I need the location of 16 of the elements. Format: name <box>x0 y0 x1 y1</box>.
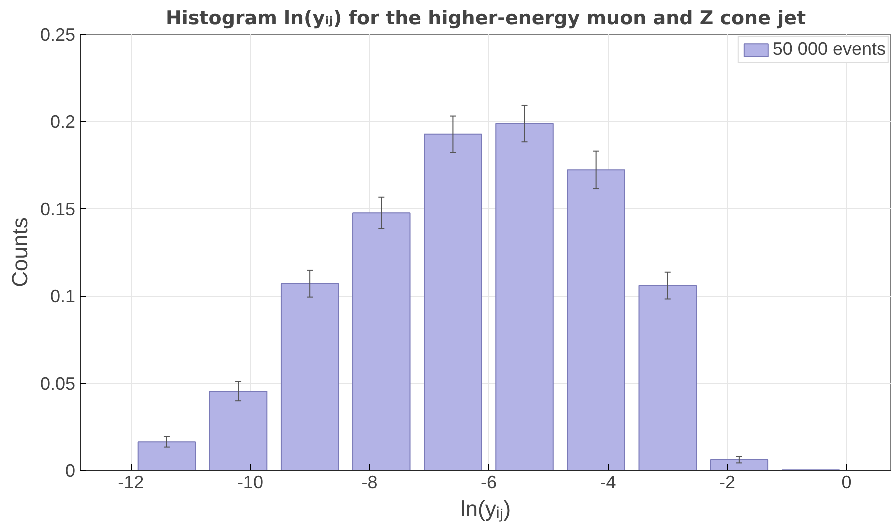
x-tick-label: -4 <box>600 472 616 492</box>
x-axis-title: ln(yᵢⱼ) <box>460 496 512 522</box>
y-axis-title: Counts <box>7 218 32 288</box>
y-tick-label: 0.15 <box>40 199 76 220</box>
x-tick-label: -10 <box>237 472 264 492</box>
x-tick-label: -12 <box>118 472 144 492</box>
x-tick-label: -2 <box>720 472 736 492</box>
y-tick-label: 0.2 <box>50 112 76 132</box>
legend-label: 50 000 events <box>772 39 886 60</box>
y-tick-label: 0.25 <box>40 25 76 45</box>
x-tick-label: -6 <box>480 472 497 492</box>
x-tick-label: -8 <box>362 472 378 492</box>
chart-title: Histogram ln(yᵢⱼ) for the higher-energy muon and Z cone jet <box>166 8 806 30</box>
y-tick-label: 0.05 <box>40 374 76 394</box>
x-tick-label: 0 <box>842 472 852 492</box>
y-tick-label: 0.1 <box>50 286 76 307</box>
